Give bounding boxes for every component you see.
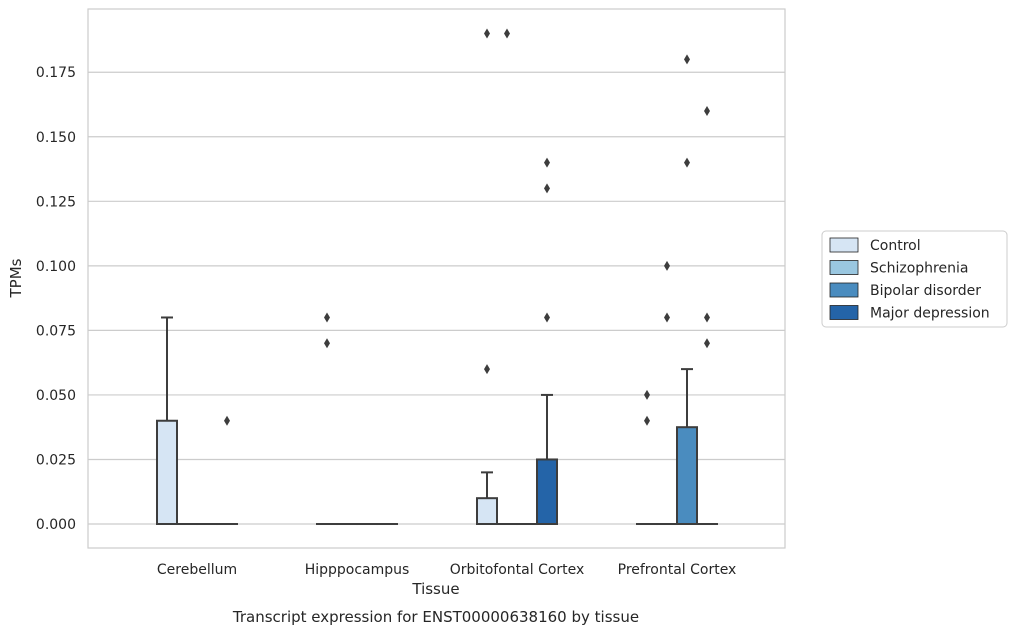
legend-swatch bbox=[829, 305, 859, 320]
outlier-point bbox=[484, 28, 490, 39]
outlier-point bbox=[544, 312, 550, 323]
legend-frame bbox=[821, 230, 1008, 328]
outlier-point bbox=[684, 54, 690, 65]
outlier-point bbox=[544, 157, 550, 168]
outlier-point bbox=[504, 28, 510, 39]
legend-label: Bipolar disorder bbox=[870, 283, 981, 299]
y-tick-label: 0.175 bbox=[36, 65, 76, 81]
outlier-point bbox=[324, 312, 330, 323]
plot-frame bbox=[87, 8, 786, 549]
outlier-point bbox=[664, 312, 670, 323]
outlier-point bbox=[224, 415, 230, 426]
box bbox=[676, 426, 698, 526]
legend-label: Schizophrenia bbox=[870, 261, 968, 277]
legend: Control Schizophrenia Bipolar disorder Majo… bbox=[821, 230, 1008, 328]
legend-label: Control bbox=[870, 238, 921, 254]
plot-background bbox=[88, 9, 785, 548]
box-group bbox=[476, 28, 498, 525]
x-tick-label: Cerebellum bbox=[157, 562, 237, 578]
box bbox=[536, 458, 558, 525]
outlier-point bbox=[684, 157, 690, 168]
y-tick-label: 0.050 bbox=[36, 388, 76, 404]
box-groups bbox=[156, 28, 718, 526]
y-axis-label: TPMs bbox=[7, 258, 25, 298]
legend-swatch bbox=[829, 237, 859, 253]
box bbox=[476, 497, 498, 525]
outlier-point bbox=[484, 364, 490, 375]
y-tick-label: 0.125 bbox=[36, 194, 76, 210]
outlier-point bbox=[644, 415, 650, 426]
outlier-point bbox=[644, 389, 650, 400]
outlier-point bbox=[704, 338, 710, 349]
box bbox=[156, 419, 178, 525]
y-tick-labels: 0.000 0.025 0.050 0.075 0.100 0.125 0.150 0.175 bbox=[36, 65, 76, 533]
outlier-point bbox=[704, 105, 710, 116]
box-group bbox=[696, 105, 718, 526]
outlier-point bbox=[664, 260, 670, 271]
x-tick-label: Prefrontal Cortex bbox=[618, 562, 737, 578]
legend-label: Major depression bbox=[870, 306, 990, 322]
y-tick-label: 0.000 bbox=[36, 517, 76, 533]
y-tick-label: 0.075 bbox=[36, 323, 76, 339]
x-tick-label: Orbitofontal Cortex bbox=[450, 562, 585, 578]
y-tick-label: 0.150 bbox=[36, 130, 76, 146]
y-tick-label: 0.025 bbox=[36, 452, 76, 468]
box-group bbox=[156, 316, 178, 525]
box-group bbox=[216, 415, 238, 526]
outlier-point bbox=[324, 338, 330, 349]
x-tick-labels: Cerebellum Hipppocampus Orbitofontal Corte… bbox=[157, 562, 736, 578]
box-group bbox=[316, 312, 338, 526]
legend-swatch bbox=[829, 260, 859, 275]
chart-title: Transcript expression for ENST0000063816… bbox=[232, 608, 639, 626]
legend-swatch bbox=[829, 282, 859, 298]
box-group bbox=[536, 157, 558, 525]
outlier-point bbox=[704, 312, 710, 323]
box-group bbox=[676, 54, 698, 526]
x-axis-label: Tissue bbox=[411, 580, 459, 598]
outlier-point bbox=[544, 183, 550, 194]
x-tick-label: Hipppocampus bbox=[305, 562, 410, 578]
y-tick-label: 0.100 bbox=[36, 259, 76, 275]
